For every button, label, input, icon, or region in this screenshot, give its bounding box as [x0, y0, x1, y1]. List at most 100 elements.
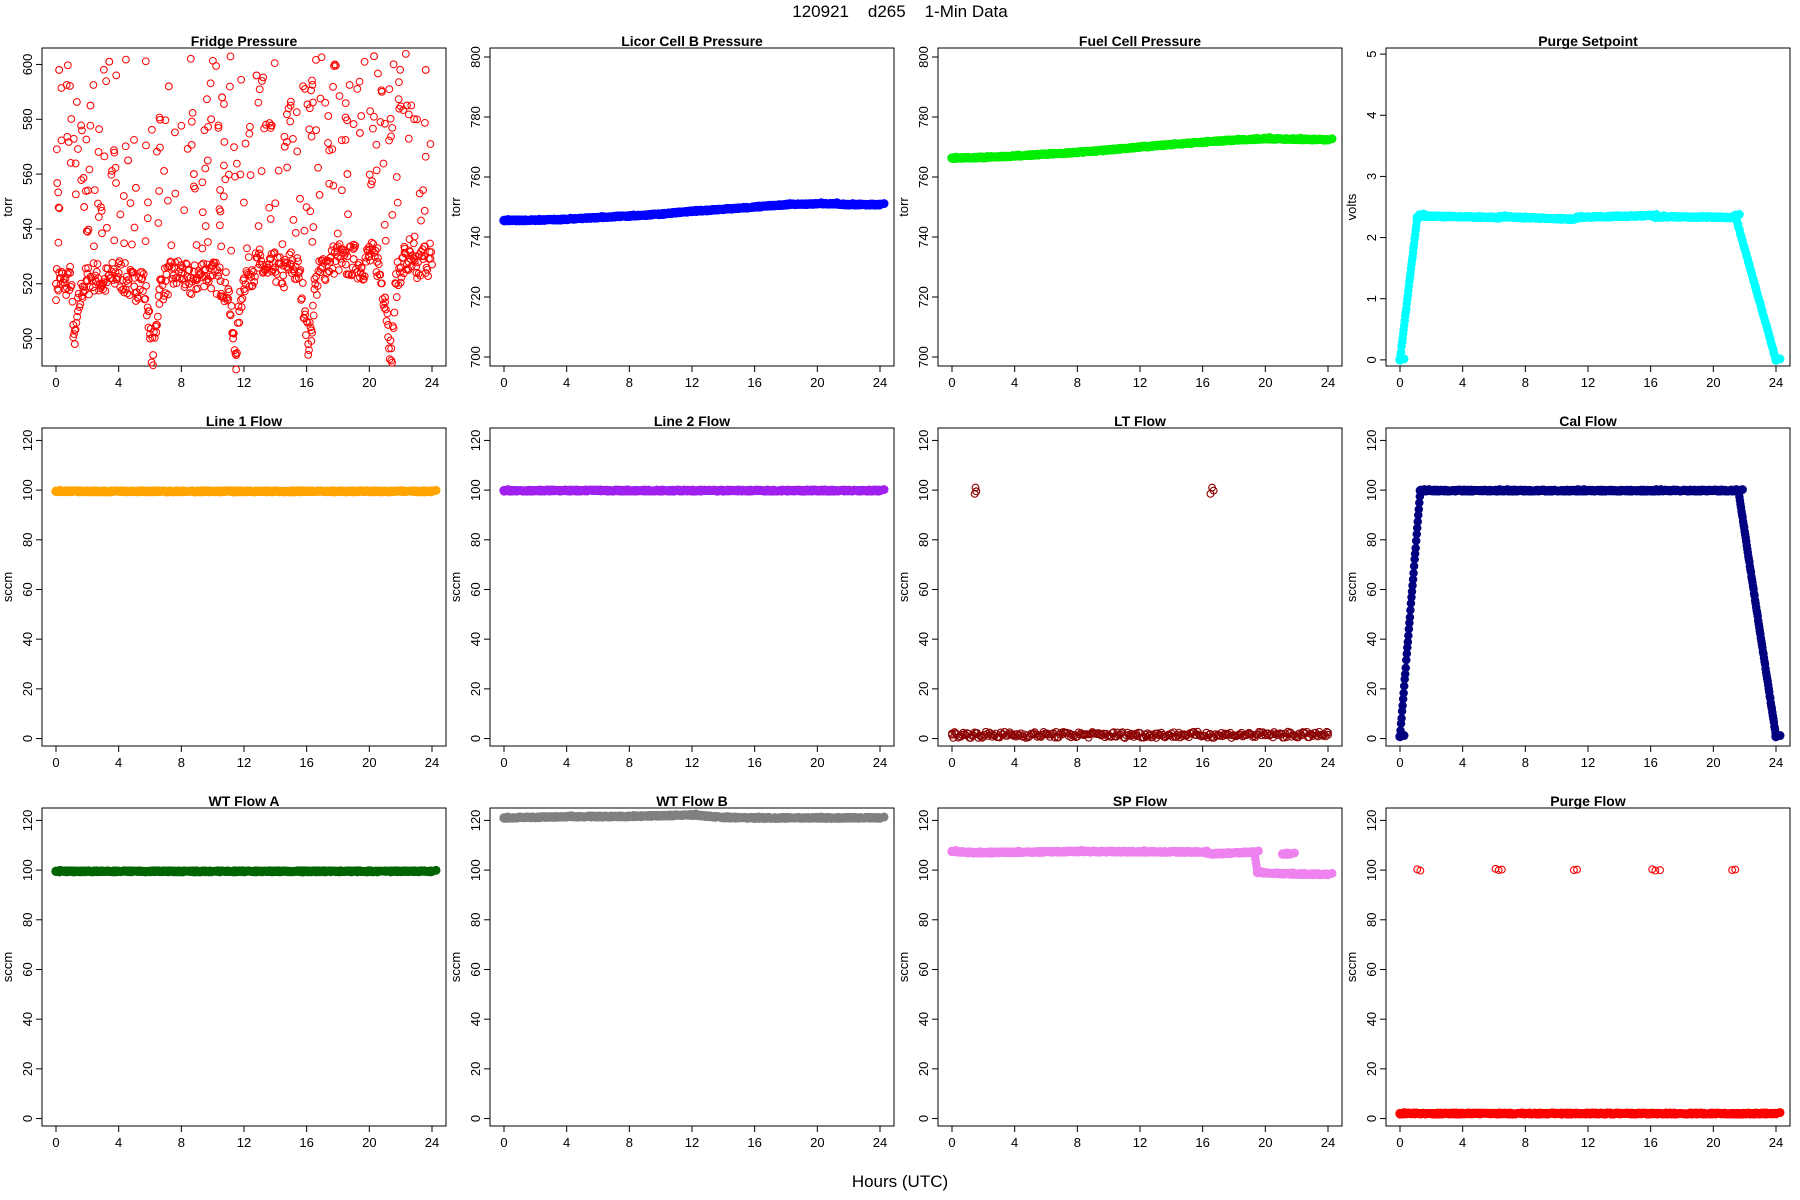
y-tick-label: 780 [916, 106, 931, 128]
data-point [333, 229, 342, 238]
data-series [52, 52, 436, 365]
y-tick-label: 20 [916, 682, 931, 696]
data-point [68, 297, 77, 306]
y-tick-label: 800 [916, 46, 931, 68]
data-point [55, 485, 65, 495]
data-point [67, 281, 76, 289]
data-point [1076, 146, 1086, 156]
data-point [194, 267, 203, 276]
data-point [124, 275, 133, 284]
data-point [403, 260, 411, 269]
data-point [292, 108, 301, 117]
data-point [1296, 133, 1306, 143]
data-point [388, 123, 397, 132]
data-point [85, 165, 94, 174]
data-point [374, 260, 383, 269]
data-point [597, 212, 607, 221]
data-point [187, 117, 196, 126]
data-point [303, 100, 312, 109]
y-tick-label: 40 [916, 632, 931, 646]
data-point [154, 219, 163, 227]
data-point [73, 312, 82, 321]
data-point [105, 57, 114, 66]
data-point [289, 134, 297, 143]
data-point [212, 62, 220, 70]
data-point [324, 139, 332, 147]
data-point [252, 71, 261, 80]
data-point [424, 272, 432, 281]
data-point [265, 203, 274, 212]
y-tick-label: 0 [1364, 356, 1379, 363]
x-tick-label: 24 [425, 375, 439, 390]
data-point [157, 276, 165, 285]
data-point [385, 344, 393, 353]
data-point [124, 156, 133, 165]
data-point [412, 262, 421, 271]
data-point [421, 65, 430, 74]
data-point [306, 323, 315, 332]
data-point [144, 198, 152, 207]
data-point [84, 264, 93, 272]
data-point [255, 245, 264, 254]
data-point [403, 265, 412, 273]
data-point [141, 294, 150, 303]
data-point [120, 239, 129, 248]
data-point [400, 248, 409, 257]
data-point [214, 124, 223, 132]
data-point [330, 60, 339, 69]
data-point [142, 141, 150, 150]
data-point [55, 204, 64, 213]
data-point [71, 159, 80, 168]
data-point [341, 260, 350, 269]
y-tick-label: 740 [916, 226, 931, 248]
data-point [229, 328, 237, 337]
data-point [426, 239, 434, 248]
y-tick-label: 720 [916, 286, 931, 308]
data-point [269, 265, 277, 274]
x-tick-label: 4 [1011, 375, 1018, 390]
data-point [148, 333, 157, 342]
data-point [388, 210, 397, 219]
data-series [51, 485, 441, 497]
data-point [329, 181, 338, 190]
data-point [414, 269, 423, 278]
y-tick-label: 2 [1364, 234, 1379, 241]
data-point [207, 115, 216, 124]
data-point [238, 294, 247, 303]
data-point [54, 188, 63, 197]
data-point [278, 240, 287, 249]
data-point [1327, 134, 1337, 144]
data-point [259, 73, 268, 82]
data-point [754, 201, 764, 211]
data-point [89, 259, 98, 268]
y-tick-label: 560 [20, 163, 35, 185]
data-point [214, 121, 223, 130]
data-point [397, 273, 406, 282]
x-tick-label: 20 [1258, 375, 1272, 390]
data-point [343, 116, 351, 125]
data-point [198, 178, 207, 187]
x-tick-label: 12 [1133, 755, 1147, 770]
data-point [243, 244, 251, 253]
data-point [344, 210, 352, 219]
data-point [67, 115, 76, 123]
data-point [90, 242, 98, 251]
data-point [72, 98, 81, 106]
data-point [232, 159, 241, 168]
data-point [278, 279, 287, 288]
data-point [55, 65, 64, 74]
data-point [287, 248, 295, 257]
data-point [167, 241, 176, 250]
data-point [387, 344, 396, 353]
data-point [349, 255, 358, 264]
x-tick-label: 12 [1133, 375, 1147, 390]
y-tick-label: 120 [916, 430, 931, 452]
y-tick-label: 600 [20, 54, 35, 76]
x-tick-label: 8 [178, 375, 185, 390]
plot-frame [1385, 47, 1791, 367]
x-tick-label: 0 [52, 375, 59, 390]
data-point [362, 257, 371, 266]
data-point [245, 282, 254, 291]
